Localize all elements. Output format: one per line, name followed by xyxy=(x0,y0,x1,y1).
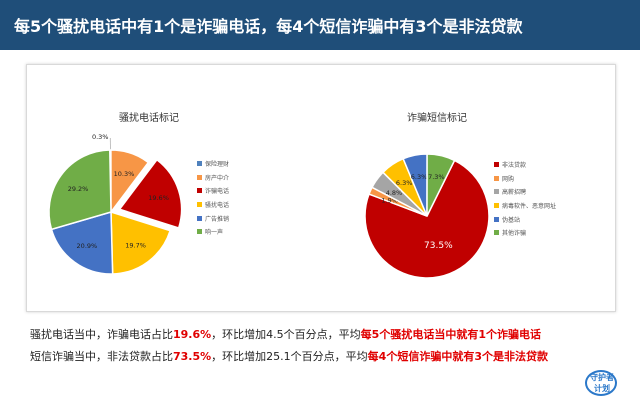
pie1-title: 骚扰电话标记 xyxy=(119,113,179,124)
legend-item: 其他诈骗 xyxy=(494,226,556,240)
pie-slice xyxy=(118,158,183,229)
legend-swatch xyxy=(197,161,202,167)
legend-item: 非法贷款 xyxy=(494,158,556,172)
legend-label: 高薪招聘 xyxy=(502,189,527,197)
summary-2-percent: 73.5% xyxy=(173,350,212,363)
pie-slice xyxy=(426,153,456,217)
logo-line-1: 守护者 xyxy=(590,373,614,382)
legend-swatch xyxy=(494,230,499,236)
legend-swatch xyxy=(494,203,499,209)
legend-item: 伪基站 xyxy=(494,212,556,226)
slice-value-label: 7.3% xyxy=(428,173,445,181)
legend-label: 骚扰电话 xyxy=(205,202,230,210)
legend-item: 骚扰电话 xyxy=(197,198,229,212)
pie-slice xyxy=(110,149,150,215)
slice-value-label: 1.9% xyxy=(381,196,398,204)
slice-value-label: 29.2% xyxy=(68,185,89,193)
slice-value-label: 19.7% xyxy=(125,242,146,250)
slice-value-label: 6.3% xyxy=(411,173,428,181)
pie-chart-fraud-sms: 73.5%1.9%4.8%6.3%6.3% 7.3% xyxy=(364,153,490,279)
legend-label: 非法贷款 xyxy=(502,162,527,170)
summary-2-prefix: 短信诈骗当中，非法贷款占比 xyxy=(30,350,173,363)
legend-item: 广告推销 xyxy=(197,211,229,225)
legend-swatch xyxy=(197,202,202,208)
pie-slice xyxy=(364,159,490,279)
summary-line-1: 骚扰电话当中，诈骗电话占比19.6%，环比增加4.5个百分点，平均每5个骚扰电话… xyxy=(30,326,541,342)
legend-swatch xyxy=(197,174,202,180)
legend-label: 病毒软件、恶意网址 xyxy=(502,203,557,211)
pie1-legend: 保险理财房产中介诈骗电话骚扰电话广告推销响一声 xyxy=(197,157,229,239)
pie-slice xyxy=(48,149,112,231)
legend-label: 网购 xyxy=(502,175,515,183)
slice-value-label: 20.9% xyxy=(77,242,98,250)
slice-value-label: 4.8% xyxy=(386,189,403,197)
pie2-legend: 非法贷款网购高薪招聘病毒软件、恶意网址 伪基站其他诈骗 xyxy=(494,158,556,240)
legend-item: 高薪招聘 xyxy=(494,185,556,199)
slice-value-label: 10.3% xyxy=(114,170,135,178)
summary-1-highlight: 每5个骚扰电话当中就有1个诈骗电话 xyxy=(360,328,541,341)
legend-label: 广告推销 xyxy=(205,215,230,223)
pie-slice xyxy=(50,211,114,275)
charts-card: 骚扰电话标记 诈骗短信标记 0.3% 10.3% 19.6% 19.7% 20.9% 29… xyxy=(26,64,616,312)
slice-value-label: 6.3% xyxy=(396,179,413,187)
legend-item: 网购 xyxy=(494,172,556,186)
logo-ring-icon xyxy=(585,370,617,396)
legend-label: 房产中介 xyxy=(205,174,230,182)
header-bar: 每5个骚扰电话中有1个是诈骗电话，每4个短信诈骗中有3个是非法贷款 xyxy=(0,0,640,50)
legend-item: 房产中介 xyxy=(197,171,229,185)
summary-2-highlight: 每4个短信诈骗中就有3个是非法贷款 xyxy=(367,350,548,363)
pie-slice xyxy=(110,210,172,275)
legend-label: 诈骗电话 xyxy=(205,188,230,196)
pie-chart-harassment-calls: 0.3% 10.3% 19.6% 19.7% 20.9% 29.2% xyxy=(48,133,183,275)
page-title: 每5个骚扰电话中有1个是诈骗电话，每4个短信诈骗中有3个是非法贷款 xyxy=(14,17,523,36)
legend-swatch xyxy=(494,175,499,181)
legend-item: 病毒软件、恶意网址 xyxy=(494,199,556,213)
legend-label: 其他诈骗 xyxy=(502,230,527,238)
slice-value-label: 19.6% xyxy=(148,194,169,202)
slice-value-label: 73.5% xyxy=(424,241,453,251)
summary-1-prefix: 骚扰电话当中，诈骗电话占比 xyxy=(30,328,173,341)
legend-label: 伪基站 xyxy=(502,216,521,224)
legend-item: 诈骗电话 xyxy=(197,184,229,198)
legend-item: 保险理财 xyxy=(197,157,229,171)
slice-value-label: 0.3% xyxy=(92,133,109,141)
summary-line-2: 短信诈骗当中，非法贷款占比73.5%，环比增加25.1个百分点，平均每4个短信诈… xyxy=(30,348,548,364)
guardian-plan-logo: 守护者 计划 xyxy=(582,370,622,400)
legend-label: 保险理财 xyxy=(205,161,230,169)
pie2-title: 诈骗短信标记 xyxy=(407,113,467,124)
legend-swatch xyxy=(494,162,499,168)
summary-2-middle: ，环比增加25.1个百分点，平均 xyxy=(211,350,368,363)
legend-item: 响一声 xyxy=(197,225,229,239)
legend-swatch xyxy=(494,216,499,222)
summary-1-middle: ，环比增加4.5个百分点，平均 xyxy=(211,328,361,341)
legend-swatch xyxy=(197,215,202,221)
legend-swatch xyxy=(494,189,499,195)
legend-swatch xyxy=(197,188,202,194)
logo-line-2: 计划 xyxy=(594,384,610,393)
legend-label: 响一声 xyxy=(205,229,224,237)
summary-1-percent: 19.6% xyxy=(173,328,212,341)
legend-swatch xyxy=(197,229,202,235)
